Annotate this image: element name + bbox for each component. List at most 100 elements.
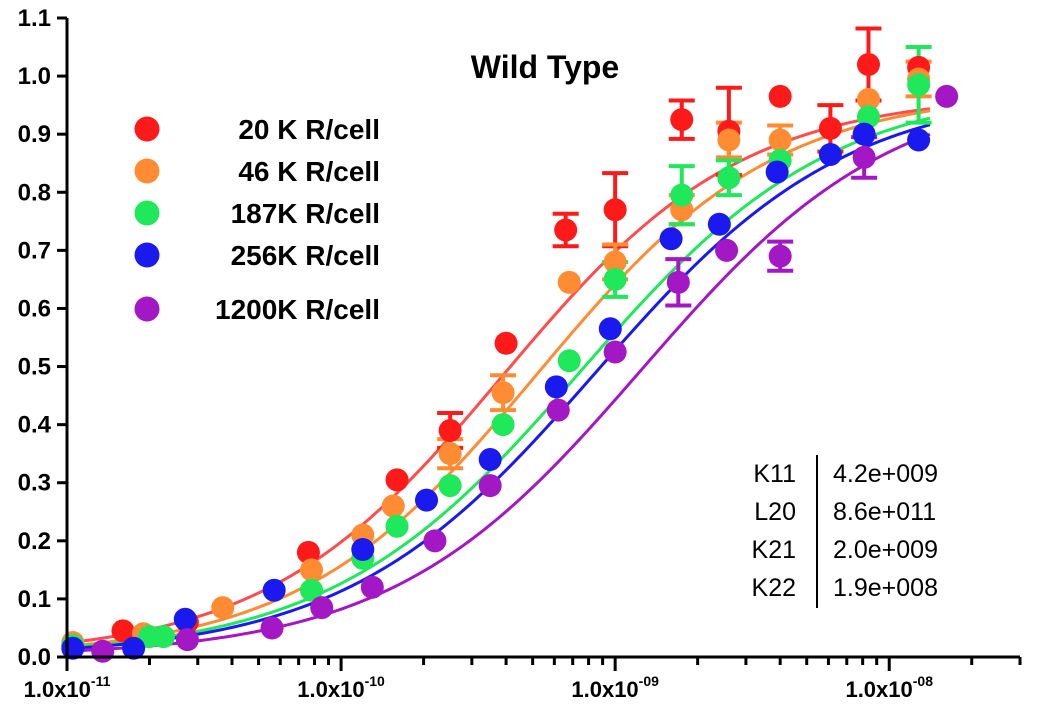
y-axis-ticks: 0.0 0.1 0.2 0.3 0.4 0.5 0.6 0.7 0.8 0.9 1.0 1.1 [18, 5, 67, 671]
data-point-series-1 [438, 442, 462, 466]
data-point-series-3 [707, 212, 731, 236]
legend-marker-series-4 [134, 296, 160, 322]
parameter-value: 2.0e+009 [833, 536, 938, 564]
x-axis-ticks: 1.0x10-11 1.0x10-10 1.0x10-09 1.0x10-08 [24, 657, 1022, 702]
data-point-series-3 [544, 375, 568, 399]
x-tick-mantissa: 1.0x10 [297, 677, 364, 702]
y-tick-label: 1.1 [18, 5, 51, 32]
data-point-series-0 [111, 619, 135, 643]
legend-marker-series-3 [134, 242, 160, 268]
data-point-series-0 [296, 540, 320, 564]
data-point-series-0 [768, 84, 792, 108]
data-point-series-3 [598, 317, 622, 341]
data-point-series-4 [666, 270, 690, 294]
data-point-series-4 [310, 596, 334, 620]
data-point-series-1 [557, 270, 581, 294]
y-tick-label: 1.0 [18, 63, 51, 90]
data-point-series-4 [423, 529, 447, 553]
data-point-series-0 [385, 468, 409, 492]
y-tick-label: 0.6 [18, 295, 51, 322]
parameter-name: K22 [752, 574, 796, 602]
legend-label-series-0: 20 K R/cell [238, 114, 380, 145]
data-point-series-3 [478, 447, 502, 471]
data-point-series-1 [381, 494, 405, 518]
data-point-series-1 [603, 250, 627, 274]
data-point-series-3 [852, 122, 876, 146]
data-point-series-1 [211, 596, 235, 620]
data-point-series-3 [765, 160, 789, 184]
x-tick-mantissa: 1.0x10 [571, 677, 638, 702]
data-point-series-3 [173, 607, 197, 631]
data-point-series-0 [554, 218, 578, 242]
x-tick-exponent: -08 [913, 673, 933, 689]
y-tick-label: 0.2 [18, 528, 51, 555]
parameter-value: 4.2e+009 [833, 460, 938, 488]
x-tick-exponent: -10 [365, 673, 385, 689]
parameter-value: 8.6e+011 [833, 498, 936, 526]
parameter-table: K11 4.2e+009 L20 8.6e+011 K21 2.0e+009 K22 1.9e… [752, 455, 938, 608]
x-tick-mantissa: 1.0x10 [845, 677, 912, 702]
axes [65, 18, 1020, 659]
data-point-series-2 [491, 413, 515, 437]
data-point-series-0 [438, 418, 462, 442]
data-point-series-4 [91, 639, 115, 663]
fit-curve-series-2 [76, 116, 931, 649]
data-point-series-3 [262, 578, 286, 602]
fit-curve-series-4 [76, 132, 931, 653]
data-point-series-4 [768, 244, 792, 268]
data-point-series-0 [670, 108, 694, 132]
x-tick-label: 1.0x10-08 [845, 673, 933, 702]
parameter-name: L20 [754, 498, 796, 526]
data-point-series-2 [152, 625, 176, 649]
data-point-series-4 [852, 145, 876, 169]
legend-marker-series-1 [134, 158, 160, 184]
legend-marker-series-0 [134, 116, 160, 142]
chart-title: Wild Type [471, 49, 619, 85]
data-point-series-3 [122, 636, 146, 660]
data-points [61, 52, 959, 663]
data-point-series-0 [603, 198, 627, 222]
data-point-series-4 [715, 238, 739, 262]
data-point-series-1 [856, 87, 880, 111]
data-point-series-4 [175, 628, 199, 652]
data-point-series-1 [768, 128, 792, 152]
data-point-series-1 [491, 381, 515, 405]
x-tick-mantissa: 1.0x10 [24, 677, 91, 702]
legend-label-series-2: 187K R/cell [231, 198, 380, 229]
parameter-name: K21 [752, 536, 796, 564]
y-tick-label: 0.5 [18, 354, 51, 381]
y-tick-label: 0.3 [18, 470, 51, 497]
data-point-series-0 [494, 331, 518, 355]
data-point-series-4 [260, 616, 284, 640]
data-point-series-2 [907, 73, 931, 97]
legend-label-series-4: 1200K R/cell [215, 294, 380, 325]
data-point-series-2 [438, 474, 462, 498]
data-point-series-2 [670, 183, 694, 207]
data-point-series-2 [300, 578, 324, 602]
data-point-series-4 [546, 398, 570, 422]
x-tick-exponent: -09 [639, 673, 659, 689]
data-point-series-3 [415, 488, 439, 512]
x-tick-exponent: -11 [91, 673, 111, 689]
x-tick-label: 1.0x10-10 [297, 673, 385, 702]
data-point-series-3 [351, 538, 375, 562]
legend-label-series-3: 256K R/cell [231, 240, 380, 271]
y-tick-label: 0.9 [18, 121, 51, 148]
legend: 20 K R/cell 46 K R/cell 187K R/cell 256K R/… [134, 114, 380, 325]
y-tick-label: 0.1 [18, 586, 51, 613]
x-tick-label: 1.0x10-11 [24, 673, 111, 702]
y-tick-label: 0.8 [18, 179, 51, 206]
data-point-series-2 [385, 514, 409, 538]
data-point-series-3 [818, 143, 842, 167]
y-tick-label: 0.7 [18, 237, 51, 264]
data-point-series-4 [603, 340, 627, 364]
data-point-series-2 [603, 267, 627, 291]
y-tick-label: 0.0 [18, 644, 51, 671]
parameter-value: 1.9e+008 [833, 574, 938, 602]
data-point-series-2 [557, 349, 581, 373]
data-point-series-2 [856, 105, 880, 129]
data-point-series-1 [300, 558, 324, 582]
parameter-name: K11 [753, 460, 796, 488]
data-point-series-1 [717, 128, 741, 152]
